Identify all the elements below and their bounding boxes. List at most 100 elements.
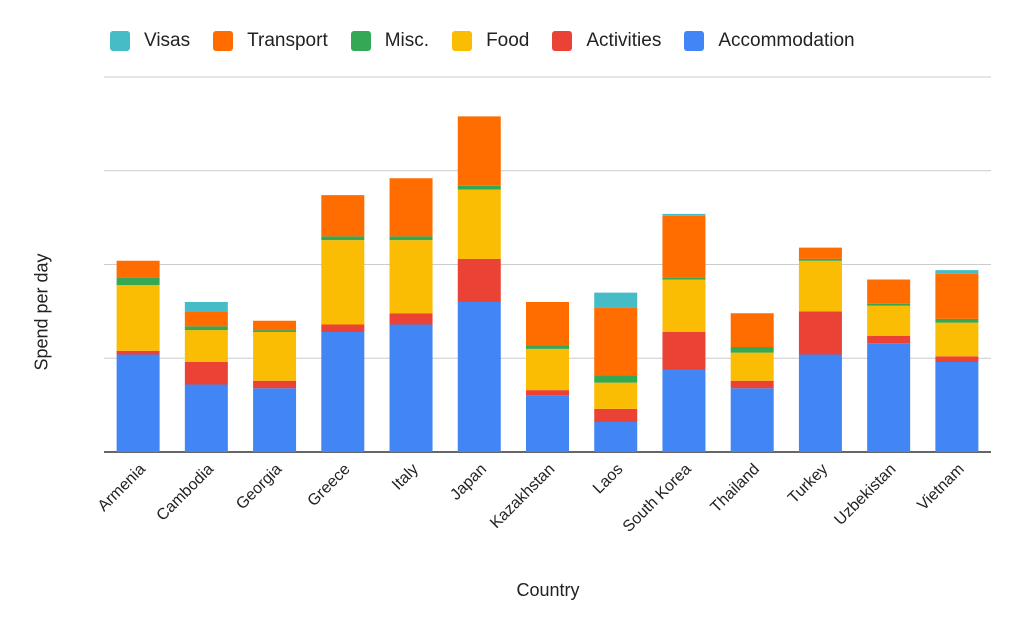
bar-segment-transport-vietnam xyxy=(935,273,979,319)
bar-segment-food-italy xyxy=(389,240,433,314)
bar-segment-misc-kazakhstan xyxy=(526,345,569,349)
x-tick-label: Japan xyxy=(447,461,490,504)
x-tick-label: Turkey xyxy=(785,461,831,507)
bar-segment-food-uzbekistan xyxy=(867,305,911,336)
bar-segment-misc-south-korea xyxy=(662,277,706,280)
legend-item-visas: Visas xyxy=(110,30,190,52)
bar-segment-transport-cambodia xyxy=(184,311,228,327)
bar-segment-misc-uzbekistan xyxy=(867,303,911,306)
bar-segment-activities-turkey xyxy=(798,311,842,355)
bar-segment-transport-georgia xyxy=(253,320,297,331)
bar-segment-accommodation-south-korea xyxy=(662,369,706,452)
bar-segment-activities-vietnam xyxy=(935,356,979,362)
legend-label: Misc. xyxy=(384,30,430,51)
bar-segment-misc-laos xyxy=(594,375,638,383)
bar-segment-food-south-korea xyxy=(662,279,706,332)
legend: Visas Transport Misc. Food Activities Accommo… xyxy=(110,30,878,52)
bar-segment-accommodation-cambodia xyxy=(184,384,228,452)
legend-swatch xyxy=(110,31,130,51)
bar-segment-food-armenia xyxy=(116,285,160,351)
bar-segment-activities-thailand xyxy=(730,380,774,389)
bar-segment-misc-greece xyxy=(321,236,365,241)
bar-segment-misc-thailand xyxy=(730,347,774,353)
legend-item-transport: Transport xyxy=(213,30,328,52)
bar-segment-food-laos xyxy=(594,382,638,409)
bar-segment-accommodation-italy xyxy=(389,324,433,452)
legend-item-misc: Misc. xyxy=(350,30,430,52)
bar-segment-food-georgia xyxy=(253,332,297,381)
bar-segment-transport-uzbekistan xyxy=(867,279,911,304)
legend-item-activities: Activities xyxy=(552,30,661,52)
legend-swatch xyxy=(350,31,371,51)
bar-segment-accommodation-georgia xyxy=(253,388,297,452)
bar-segment-food-kazakhstan xyxy=(526,348,569,391)
x-tick-label: Thailand xyxy=(708,461,763,516)
bar-segment-accommodation-thailand xyxy=(730,388,774,452)
bar-segment-activities-japan xyxy=(457,258,501,302)
x-tick-label: Uzbekistan xyxy=(831,461,899,529)
bar-segment-transport-turkey xyxy=(798,247,842,259)
bar-segment-activities-armenia xyxy=(116,350,160,355)
bar-segment-activities-south-korea xyxy=(662,332,706,370)
legend-swatch xyxy=(552,31,573,51)
bar-segment-transport-armenia xyxy=(116,260,160,278)
bar-segment-misc-armenia xyxy=(116,277,160,286)
bar-segment-transport-japan xyxy=(457,116,501,186)
bar-segment-activities-italy xyxy=(389,313,433,325)
legend-label: Transport xyxy=(247,30,328,51)
x-tick-label: Greece xyxy=(305,461,354,510)
bar-segment-transport-greece xyxy=(321,195,365,237)
x-tick-label: Cambodia xyxy=(154,461,218,525)
bar-segment-accommodation-japan xyxy=(457,302,501,452)
bar-segment-accommodation-kazakhstan xyxy=(526,395,569,452)
bar-segment-transport-south-korea xyxy=(662,215,706,278)
bar-segment-food-thailand xyxy=(730,352,774,381)
x-tick-label: Armenia xyxy=(95,461,149,515)
bar-segment-food-vietnam xyxy=(935,322,979,357)
bar-segment-accommodation-laos xyxy=(594,422,638,452)
x-tick-label: Vietnam xyxy=(914,461,967,514)
x-axis-label: Country xyxy=(516,580,580,600)
bar-segment-misc-turkey xyxy=(798,258,842,261)
bar-segment-food-greece xyxy=(321,240,365,325)
legend-swatch xyxy=(213,31,234,51)
legend-swatch xyxy=(452,31,473,51)
bar-segment-visas-south-korea xyxy=(662,213,706,216)
bar-segment-misc-italy xyxy=(389,236,433,241)
bar-segment-transport-laos xyxy=(594,307,638,376)
bar-segment-accommodation-turkey xyxy=(798,354,842,452)
bar-segment-activities-kazakhstan xyxy=(526,390,569,396)
bar-segment-accommodation-greece xyxy=(321,332,365,452)
bar-segment-transport-thailand xyxy=(730,313,774,347)
bar-segment-visas-laos xyxy=(594,292,638,308)
bar-segment-transport-kazakhstan xyxy=(526,302,569,346)
legend-label: Visas xyxy=(144,30,191,51)
x-tick-label: Kazakhstan xyxy=(487,461,558,532)
legend-label: Food xyxy=(486,30,530,51)
legend-label: Activities xyxy=(586,30,662,51)
bar-segment-activities-cambodia xyxy=(184,362,228,385)
bar-segment-food-turkey xyxy=(798,260,842,312)
x-tick-label: Laos xyxy=(590,461,627,498)
bar-segment-activities-greece xyxy=(321,324,365,332)
bar-segment-misc-cambodia xyxy=(184,326,228,331)
legend-label: Accommodation xyxy=(718,30,855,51)
x-tick-label: Italy xyxy=(389,461,422,494)
bar-segment-misc-japan xyxy=(457,185,501,190)
bar-segment-transport-italy xyxy=(389,178,433,237)
bar-segment-visas-cambodia xyxy=(184,302,228,312)
bar-segment-activities-georgia xyxy=(253,380,297,389)
x-tick-label: Georgia xyxy=(233,461,285,513)
bar-segment-food-cambodia xyxy=(184,330,228,362)
bar-segment-visas-vietnam xyxy=(935,270,979,274)
bar-segment-food-japan xyxy=(457,189,501,259)
bar-segment-accommodation-vietnam xyxy=(935,362,979,452)
legend-item-accommodation: Accommodation xyxy=(684,30,855,52)
legend-swatch xyxy=(684,31,705,51)
legend-item-food: Food xyxy=(452,30,529,52)
bar-segment-activities-uzbekistan xyxy=(867,335,911,344)
bar-segment-misc-georgia xyxy=(253,330,297,332)
bar-segment-activities-laos xyxy=(594,408,638,422)
